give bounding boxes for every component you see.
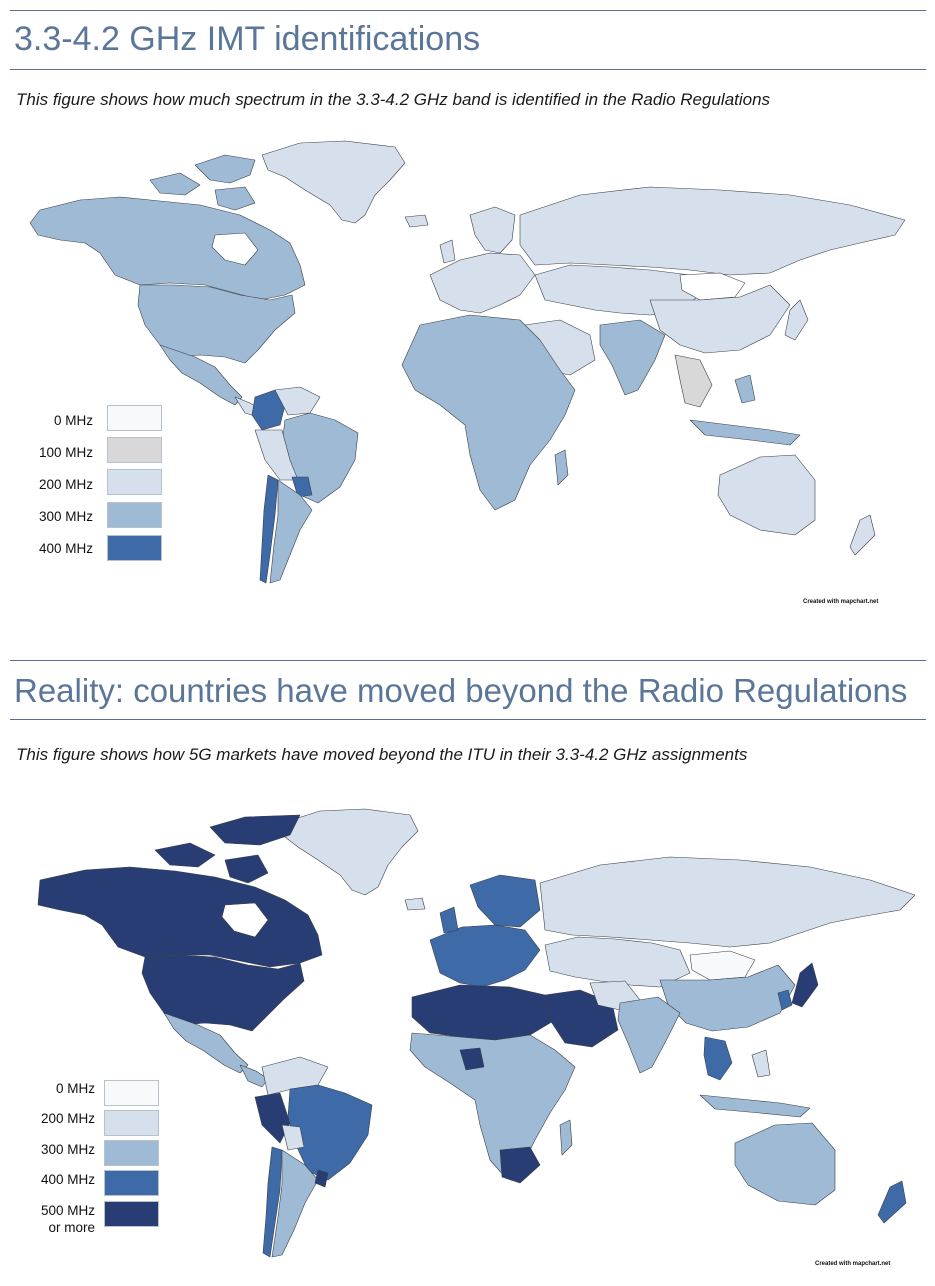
region-argentina xyxy=(271,1149,319,1258)
section1-top-rule xyxy=(10,10,926,11)
region-russia xyxy=(519,186,906,276)
legend-label: or more xyxy=(48,1220,95,1235)
region-iceland xyxy=(404,897,426,911)
legend-swatch-400mhz xyxy=(104,1170,159,1196)
region-new-zealand xyxy=(877,1180,907,1224)
region-venezuela xyxy=(274,386,321,416)
region-uk xyxy=(439,239,456,264)
region-greenland xyxy=(281,808,419,896)
legend-label: 300 MHz xyxy=(40,1142,95,1157)
section2-subtitle: This figure shows how 5G markets have mo… xyxy=(16,745,748,764)
legend-swatch-400mhz xyxy=(107,535,162,561)
region-uruguay xyxy=(314,1169,329,1188)
region-south-africa xyxy=(499,1146,541,1184)
region-europe xyxy=(429,924,541,988)
region-argentina xyxy=(269,479,313,584)
legend-swatch-300mhz xyxy=(104,1140,159,1166)
region-iceland xyxy=(404,214,429,228)
region-russia xyxy=(539,856,916,948)
region-africa xyxy=(409,1032,576,1178)
region-mexico xyxy=(159,344,243,406)
region-hudson-bay xyxy=(221,902,269,938)
region-usa xyxy=(141,954,305,1032)
region-australia xyxy=(717,454,816,536)
legend-swatch-500mhz xyxy=(104,1201,159,1227)
legend-swatch-0mhz xyxy=(104,1080,159,1106)
region-canada-alaska xyxy=(37,866,323,968)
region-madagascar xyxy=(559,1119,573,1156)
mapchart-credit: Created with mapchart.net xyxy=(815,1261,891,1267)
legend-swatch-200mhz xyxy=(104,1110,159,1136)
region-madagascar xyxy=(554,449,569,486)
region-nigeria xyxy=(459,1047,485,1071)
section1-subtitle: This figure shows how much spectrum in t… xyxy=(16,90,771,109)
region-korea xyxy=(777,989,793,1011)
legend-label: 100 MHz xyxy=(38,445,93,460)
legend-label: 500 MHz xyxy=(40,1203,95,1218)
legend-swatch-0mhz xyxy=(107,405,162,431)
legend-swatch-200mhz xyxy=(107,469,162,495)
region-arctic-islands xyxy=(154,814,301,884)
region-arctic-islands xyxy=(149,154,256,211)
legend-label: 400 MHz xyxy=(38,541,93,556)
region-brazil xyxy=(281,412,359,504)
legend-label: 400 MHz xyxy=(40,1172,95,1187)
region-india xyxy=(617,996,681,1074)
section2-title-rule xyxy=(10,719,926,720)
region-central-america xyxy=(239,1064,269,1088)
world-map-reality xyxy=(37,808,916,1258)
legend-label: 0 MHz xyxy=(53,413,93,428)
region-africa xyxy=(401,314,576,511)
region-china xyxy=(649,284,791,354)
region-australia xyxy=(734,1122,836,1206)
section1-title: 3.3-4.2 GHz IMT identifications xyxy=(14,20,481,58)
region-china xyxy=(659,964,796,1032)
region-chile xyxy=(262,1146,283,1258)
region-bolivia xyxy=(281,1124,305,1151)
region-canada-alaska xyxy=(29,196,306,301)
region-europe xyxy=(429,252,536,314)
section2-top-rule xyxy=(10,660,926,661)
region-indochina xyxy=(703,1036,733,1081)
mapchart-credit: Created with mapchart.net xyxy=(803,599,879,605)
region-indonesia xyxy=(689,419,801,446)
region-indochina xyxy=(674,354,713,408)
region-new-zealand xyxy=(849,514,876,556)
region-philippines xyxy=(751,1049,771,1078)
region-hudson-bay xyxy=(211,232,259,266)
region-paraguay xyxy=(291,476,313,498)
region-mexico xyxy=(163,1012,249,1074)
region-north-africa xyxy=(411,984,556,1041)
legend-label: 200 MHz xyxy=(38,477,93,492)
region-mongolia xyxy=(689,950,756,981)
world-map-itu xyxy=(29,140,906,584)
region-uk xyxy=(439,906,459,934)
region-greenland xyxy=(261,140,406,224)
region-india xyxy=(599,319,666,396)
legend-label: 300 MHz xyxy=(38,509,93,524)
legend-label: 0 MHz xyxy=(55,1081,95,1096)
region-chile xyxy=(259,474,279,584)
region-usa xyxy=(137,284,296,364)
region-indonesia xyxy=(699,1094,811,1118)
region-central-asia xyxy=(544,936,691,988)
region-mongolia xyxy=(679,272,746,301)
section2-title: Reality: countries have moved beyond the… xyxy=(14,672,908,709)
legend-label: 200 MHz xyxy=(40,1111,95,1126)
section1-title-rule xyxy=(10,69,926,70)
region-philippines xyxy=(734,374,756,404)
region-scandinavia xyxy=(469,206,516,254)
legend-swatch-300mhz xyxy=(107,502,162,528)
region-japan xyxy=(784,299,809,341)
region-japan xyxy=(791,962,819,1008)
legend-swatch-100mhz xyxy=(107,437,162,463)
region-scandinavia xyxy=(469,874,541,928)
